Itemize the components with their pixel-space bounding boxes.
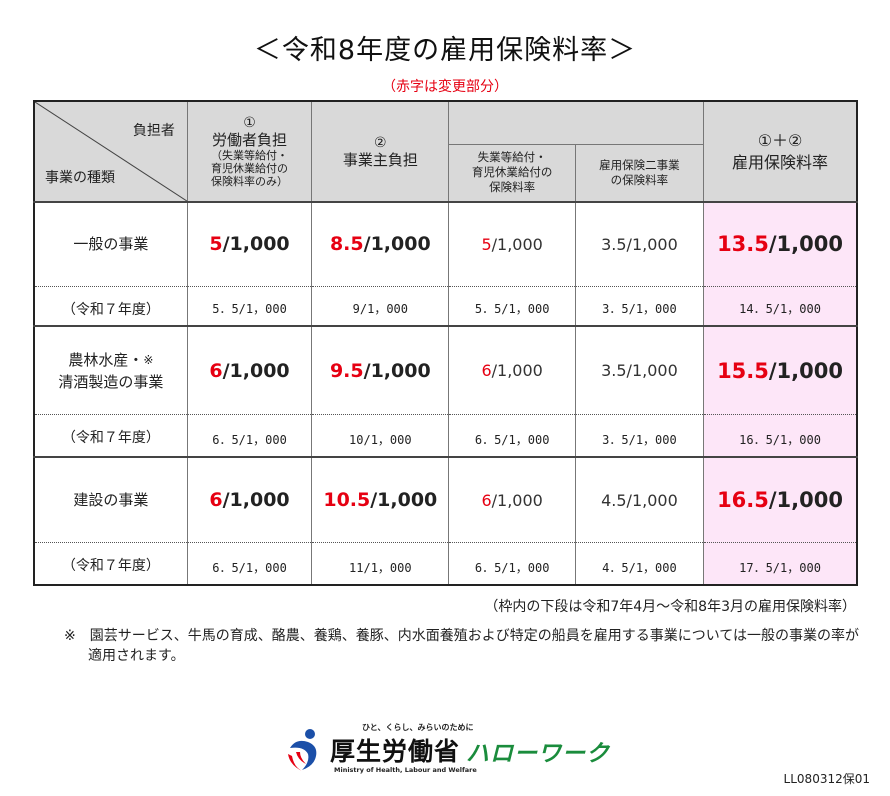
header-business-type-label: 事業の種類 [45, 170, 115, 186]
header-employer-label: 事業主負担 [342, 150, 418, 169]
employer-two-projects-rate: 4.5/1,000 [574, 456, 705, 544]
previous-year-label: （令和７年度） [33, 286, 188, 328]
header-sub2-line2: の保険料率 [610, 172, 669, 187]
header-worker-label: 労働者負担 [212, 131, 288, 149]
header-total-line2: 雇用保険料率 [732, 152, 829, 172]
total-rate: 16.5/1,000 [703, 456, 858, 544]
prev-benefit-rate: 5．5/1，000 [448, 286, 576, 328]
employer-benefit-rate: 6/1,000 [448, 456, 576, 544]
header-employer-share: ② 事業主負担 [311, 101, 450, 203]
prev-benefit-rate: 6．5/1，000 [448, 542, 576, 585]
business-type-label: 一般の事業 [33, 202, 188, 287]
prev-worker-rate: 6．5/1，000 [186, 542, 313, 585]
employer-benefit-rate: 6/1,000 [448, 326, 576, 416]
asterisk-mark: ※ [143, 352, 154, 367]
prev-benefit-rate: 6．5/1，000 [448, 414, 576, 458]
prev-two-projects-rate: 4．5/1，000 [574, 542, 705, 585]
document-code: LL080312保01 [783, 772, 870, 786]
employer-rate: 10.5/1,000 [311, 456, 450, 544]
page-title: ＜令和8年度の雇用保険料率＞ [253, 35, 637, 66]
employer-rate: 9.5/1,000 [311, 326, 450, 416]
header-worker-note3: 保険料率のみ） [211, 175, 288, 188]
worker-rate: 6/1,000 [186, 456, 313, 544]
header-employer-sub-two-projects: 雇用保険二事業 の保険料率 [574, 143, 705, 203]
table-row: 建設の事業 6/1,000 10.5/1,000 6/1,000 4.5/1,0… [33, 456, 858, 544]
mhlw-logo-icon [288, 729, 317, 772]
header-total-rate: ①＋② 雇用保険料率 [703, 101, 858, 203]
header-employer-blank [448, 101, 705, 145]
prev-worker-rate: 5．5/1，000 [186, 286, 313, 328]
employer-rate: 8.5/1,000 [311, 202, 450, 287]
business-type-label: 農林水産・※ 清酒製造の事業 [33, 326, 188, 416]
total-rate: 15.5/1,000 [703, 326, 858, 416]
header-worker-share: ① 労働者負担 （失業等給付・ 育児休業給付の 保険料率のみ） [186, 101, 313, 203]
applicability-footnote: ※ 園芸サービス、牛馬の育成、酪農、養鶏、養豚、内水面養殖および特定の船員を雇用… [64, 628, 860, 664]
header-sub1-line1: 失業等給付・ [477, 150, 547, 165]
hellowork-logo: ハローワーク [466, 741, 610, 767]
previous-year-label: （令和７年度） [33, 542, 188, 585]
header-sub1-line2: 育児休業給付の [471, 165, 553, 180]
table-row: 農林水産・※ 清酒製造の事業 6/1,000 9.5/1,000 6/1,000… [33, 326, 858, 416]
table-row-previous-year: （令和７年度） 6．5/1，000 11/1，000 6．5/1，000 4．5… [33, 542, 858, 585]
table-row-previous-year: （令和７年度） 6．5/1，000 10/1，000 6．5/1，000 3．5… [33, 414, 858, 458]
previous-year-label: （令和７年度） [33, 414, 188, 458]
header-payer-label: 負担者 [132, 123, 175, 139]
prev-total-rate: 16．5/1，000 [703, 414, 858, 458]
prev-employer-rate: 11/1，000 [311, 542, 450, 585]
table-row: 一般の事業 5/1,000 8.5/1,000 5/1,000 3.5/1,00… [33, 202, 858, 287]
employer-two-projects-rate: 3.5/1,000 [574, 326, 705, 416]
header-employer-num: ② [374, 134, 387, 151]
period-footnote: （枠内の下段は令和7年4月～令和8年3月の雇用保険料率） [484, 599, 856, 615]
prev-two-projects-rate: 3．5/1，000 [574, 286, 705, 328]
prev-total-rate: 14．5/1，000 [703, 286, 858, 328]
header-total-line1: ①＋② [757, 130, 803, 150]
ministry-name: 厚生労働省 [330, 737, 461, 766]
employer-two-projects-rate: 3.5/1,000 [574, 202, 705, 287]
prev-total-rate: 17．5/1，000 [703, 542, 858, 585]
ministry-name-en: Ministry of Health, Labour and Welfare [334, 766, 477, 774]
header-employer-sub-benefit: 失業等給付・ 育児休業給付の 保険料率 [448, 143, 576, 203]
prev-two-projects-rate: 3．5/1，000 [574, 414, 705, 458]
diagonal-header-cell: 負担者 事業の種類 [33, 101, 188, 203]
header-worker-note2: 育児休業給付の [211, 162, 288, 175]
header-sub1-line3: 保険料率 [489, 180, 536, 195]
header-worker-num: ① [243, 115, 256, 131]
rate-table: 負担者 事業の種類 ① 労働者負担 （失業等給付・ 育児休業給付の 保険料率のみ… [33, 100, 858, 586]
page-subtitle: （赤字は変更部分） [382, 79, 508, 95]
header-sub2-line1: 雇用保険二事業 [599, 157, 680, 172]
prev-employer-rate: 9/1，000 [311, 286, 450, 328]
header-worker-note1: （失業等給付・ [211, 149, 288, 162]
business-type-label: 建設の事業 [33, 456, 188, 544]
logo-tagline: ひと、くらし、みらいのために [362, 723, 474, 732]
total-rate: 13.5/1,000 [703, 202, 858, 287]
table-row-previous-year: （令和７年度） 5．5/1，000 9/1，000 5．5/1，000 3．5/… [33, 286, 858, 328]
diagonal-line [35, 102, 187, 201]
prev-employer-rate: 10/1，000 [311, 414, 450, 458]
prev-worker-rate: 6．5/1，000 [186, 414, 313, 458]
worker-rate: 6/1,000 [186, 326, 313, 416]
employer-benefit-rate: 5/1,000 [448, 202, 576, 287]
worker-rate: 5/1,000 [186, 202, 313, 287]
footer-logo: ひと、くらし、みらいのために 厚生労働省 Ministry of Health,… [282, 720, 622, 780]
